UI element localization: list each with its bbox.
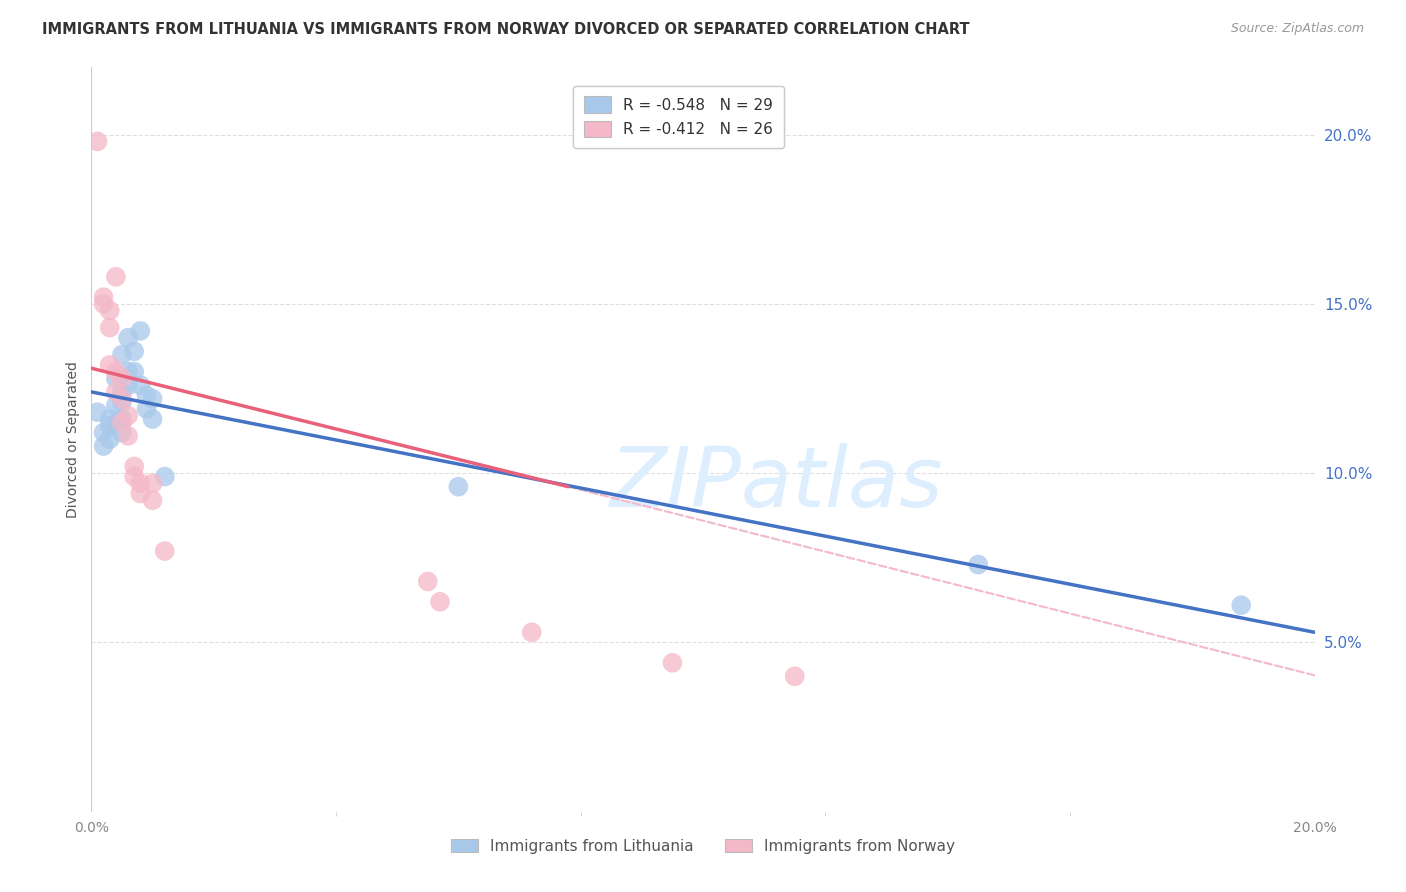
Point [1230, 598, 1253, 612]
Point [98, 412, 121, 426]
Point [135, 401, 157, 416]
Point [93, 425, 115, 440]
Point [104, 371, 127, 385]
Point [141, 476, 163, 491]
Point [111, 384, 134, 399]
Point [141, 392, 163, 406]
Point [141, 493, 163, 508]
Point [98, 320, 121, 334]
Point [111, 416, 134, 430]
Point [111, 412, 134, 426]
Point [447, 480, 470, 494]
Point [98, 358, 121, 372]
Point [129, 324, 152, 338]
Point [117, 429, 139, 443]
Text: ZIPatlas: ZIPatlas [610, 443, 943, 524]
Point [98, 433, 121, 447]
Text: IMMIGRANTS FROM LITHUANIA VS IMMIGRANTS FROM NORWAY DIVORCED OR SEPARATED CORREL: IMMIGRANTS FROM LITHUANIA VS IMMIGRANTS … [42, 22, 970, 37]
Point [783, 669, 806, 683]
Point [98, 303, 121, 318]
Point [93, 290, 115, 304]
Point [117, 378, 139, 392]
Point [122, 344, 145, 359]
Legend: Immigrants from Lithuania, Immigrants from Norway: Immigrants from Lithuania, Immigrants fr… [444, 832, 962, 860]
Point [429, 595, 451, 609]
Point [141, 412, 163, 426]
Point [104, 269, 127, 284]
Point [98, 418, 121, 433]
Point [122, 469, 145, 483]
Text: Source: ZipAtlas.com: Source: ZipAtlas.com [1230, 22, 1364, 36]
Point [129, 486, 152, 500]
Point [129, 476, 152, 491]
Point [111, 348, 134, 362]
Point [661, 656, 683, 670]
Point [111, 392, 134, 406]
Point [520, 625, 543, 640]
Point [93, 297, 115, 311]
Point [111, 425, 134, 440]
Point [104, 365, 127, 379]
Point [104, 384, 127, 399]
Point [111, 371, 134, 385]
Point [129, 378, 152, 392]
Point [153, 544, 176, 558]
Point [86, 134, 108, 148]
Point [122, 459, 145, 474]
Point [967, 558, 990, 572]
Point [104, 399, 127, 413]
Point [117, 409, 139, 423]
Point [117, 331, 139, 345]
Point [93, 439, 115, 453]
Y-axis label: Divorced or Separated: Divorced or Separated [66, 361, 80, 517]
Point [135, 388, 157, 402]
Point [104, 416, 127, 430]
Point [86, 405, 108, 419]
Point [117, 365, 139, 379]
Point [416, 574, 439, 589]
Point [153, 469, 176, 483]
Point [122, 365, 145, 379]
Point [111, 395, 134, 409]
